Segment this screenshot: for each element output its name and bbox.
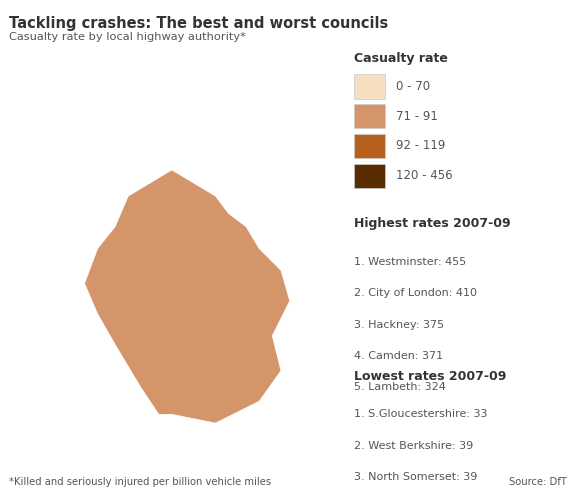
Bar — [354, 74, 385, 99]
Bar — [354, 134, 385, 158]
Text: 2. West Berkshire: 39: 2. West Berkshire: 39 — [354, 441, 473, 451]
Text: 120 - 456: 120 - 456 — [396, 169, 453, 182]
Text: Casualty rate: Casualty rate — [354, 52, 448, 64]
Text: 5. Lambeth: 324: 5. Lambeth: 324 — [354, 382, 446, 392]
Text: 92 - 119: 92 - 119 — [396, 139, 446, 152]
Text: 1. Westminster: 455: 1. Westminster: 455 — [354, 257, 467, 267]
Text: 3. North Somerset: 39: 3. North Somerset: 39 — [354, 472, 478, 482]
Text: *Killed and seriously injured per billion vehicle miles: *Killed and seriously injured per billio… — [9, 477, 271, 487]
Text: Source: DfT: Source: DfT — [510, 477, 567, 487]
Bar — [354, 164, 385, 187]
Text: Tackling crashes: The best and worst councils: Tackling crashes: The best and worst cou… — [9, 16, 388, 31]
Text: 1. S.Gloucestershire: 33: 1. S.Gloucestershire: 33 — [354, 410, 488, 420]
Text: 4. Camden: 371: 4. Camden: 371 — [354, 351, 444, 361]
Text: Highest rates 2007-09: Highest rates 2007-09 — [354, 217, 511, 231]
Text: 0 - 70: 0 - 70 — [396, 80, 430, 93]
Text: 2. City of London: 410: 2. City of London: 410 — [354, 288, 478, 298]
Text: 71 - 91: 71 - 91 — [396, 110, 438, 123]
Text: Lowest rates 2007-09: Lowest rates 2007-09 — [354, 370, 507, 383]
Text: 3. Hackney: 375: 3. Hackney: 375 — [354, 319, 445, 329]
Bar — [354, 104, 385, 128]
Text: Casualty rate by local highway authority*: Casualty rate by local highway authority… — [9, 32, 245, 42]
